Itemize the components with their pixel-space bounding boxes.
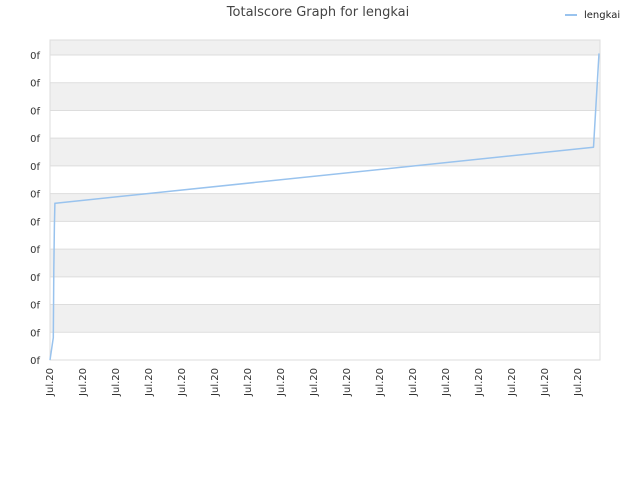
legend: lengkai <box>565 10 620 21</box>
y-tick-label: 0f <box>30 162 40 173</box>
y-axis: 0f 0f 0f 0f 0f 0f 0f 0f 0f 0f 0f 0f <box>30 51 40 367</box>
y-tick-label: 0f <box>30 106 40 117</box>
x-tick-label: Jul.20 <box>78 368 89 397</box>
x-tick-label: Jul.20 <box>375 368 386 397</box>
x-tick-label: Jul.20 <box>210 368 221 397</box>
band <box>50 40 600 55</box>
x-tick-label: Jul.20 <box>474 368 485 397</box>
x-tick-label: Jul.20 <box>144 368 155 397</box>
y-tick-label: 0f <box>30 51 40 62</box>
x-tick-label: Jul.20 <box>276 368 287 397</box>
plot-area-border <box>49 39 601 361</box>
band <box>50 221 600 250</box>
legend-label-lengkai: lengkai <box>584 10 620 21</box>
band <box>50 55 600 83</box>
y-tick-label: 0f <box>30 134 40 145</box>
x-tick-label: Jul.20 <box>309 368 320 397</box>
x-tick-label: Jul.20 <box>243 368 254 397</box>
x-tick-label: Jul.20 <box>177 368 188 397</box>
band <box>50 138 600 166</box>
band <box>50 249 600 277</box>
y-tick-label: 0f <box>30 190 40 201</box>
y-tick-label: 0f <box>30 79 40 90</box>
chart-title: Totalscore Graph for lengkai <box>226 5 409 20</box>
y-tick-label: 0f <box>30 273 40 284</box>
x-tick-label: Jul.20 <box>573 368 584 397</box>
y-tick-label: 0f <box>30 328 40 339</box>
x-tick-label: Jul.20 <box>342 368 353 397</box>
band <box>50 332 600 360</box>
band <box>50 82 600 111</box>
x-tick-label: Jul.20 <box>45 368 56 397</box>
y-tick-label: 0f <box>30 356 40 367</box>
band <box>50 304 600 333</box>
x-tick-label: Jul.20 <box>540 368 551 397</box>
band <box>50 110 600 139</box>
band <box>50 165 600 194</box>
series-group <box>49 53 600 361</box>
y-tick-label: 0f <box>30 301 40 312</box>
x-tick-label: Jul.20 <box>408 368 419 397</box>
x-tick-label: Jul.20 <box>507 368 518 397</box>
x-axis: Jul.20 Jul.20 Jul.20 Jul.20 Jul.20 Jul.20 Jul.… <box>45 368 584 397</box>
x-tick-label: Jul.20 <box>111 368 122 397</box>
band <box>50 276 600 305</box>
y-tick-label: 0f <box>30 245 40 256</box>
y-tick-label: 0f <box>30 217 40 228</box>
plot-bands <box>50 40 600 360</box>
x-tick-label: Jul.20 <box>441 368 452 397</box>
series-line-lengkai <box>49 53 600 361</box>
band <box>50 193 600 222</box>
